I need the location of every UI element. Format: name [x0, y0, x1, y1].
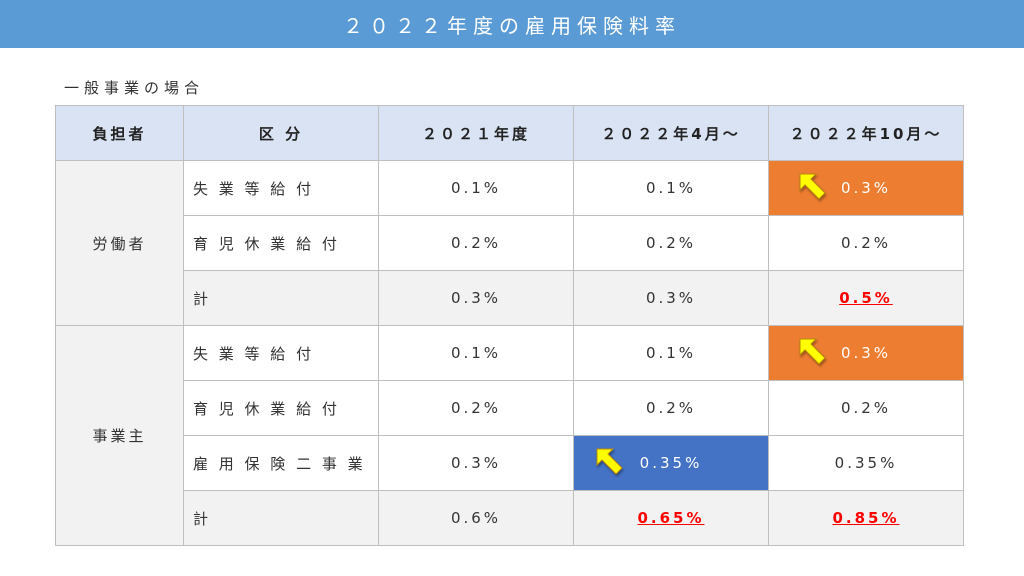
value-2022-apr: 0.2% [573, 380, 769, 436]
table-row: 育 児 休 業 給 付 0.2% 0.2% 0.2% [56, 380, 964, 436]
value-2021: 0.1% [378, 325, 574, 381]
value-2021: 0.2% [378, 215, 574, 271]
value-2022-oct: 0.2% [768, 215, 964, 271]
table-row: 雇 用 保 険 二 事 業 0.3% 0.35% 0.35% [56, 435, 964, 491]
value-2021: 0.3% [378, 435, 574, 491]
header-payer: 負担者 [55, 105, 184, 161]
header-category: 区 分 [183, 105, 379, 161]
header-2022-oct: ２０２２年10月～ [768, 105, 964, 161]
value-2022-apr: 0.1% [573, 160, 769, 216]
payer-worker: 労働者 [55, 160, 184, 326]
category-cell: 失 業 等 給 付 [183, 325, 379, 381]
page-title: ２０２２年度の雇用保険料率 [343, 13, 681, 38]
table-row: 労働者 失 業 等 給 付 0.1% 0.1% 0.3% [55, 160, 964, 326]
payer-employer: 事業主 [55, 325, 184, 546]
category-cell: 育 児 休 業 給 付 [183, 380, 379, 436]
table-row: 育 児 休 業 給 付 0.2% 0.2% 0.2% [56, 215, 964, 271]
value-2021: 0.6% [378, 490, 574, 546]
arrow-up-left-icon [799, 338, 826, 365]
cell-value: 0.3% [840, 179, 892, 197]
title-bar: ２０２２年度の雇用保険料率 [0, 0, 1024, 48]
value-2022-apr: 0.1% [573, 325, 769, 381]
value-2022-oct-highlighted: 0.3% [768, 160, 964, 216]
insurance-rate-table: 負担者 区 分 ２０２１年度 ２０２２年4月～ ２０２２年10月～ 労働者 失 … [55, 105, 964, 546]
subtitle: 一般事業の場合 [64, 79, 205, 97]
value-2022-apr: 0.2% [573, 215, 769, 271]
header-2022-apr: ２０２２年4月～ [573, 105, 769, 161]
category-cell: 育 児 休 業 給 付 [183, 215, 379, 271]
arrow-up-left-icon [799, 173, 826, 200]
cell-value: 0.3% [840, 344, 892, 362]
header-2021: ２０２１年度 [378, 105, 574, 161]
value-2022-oct: 0.2% [768, 380, 964, 436]
category-cell: 雇 用 保 険 二 事 業 [183, 435, 379, 491]
value-2022-apr-total: 0.65% [573, 490, 769, 546]
category-total: 計 [183, 490, 379, 546]
cell-value: 0.35% [639, 454, 703, 472]
value-2022-oct: 0.35% [768, 435, 964, 491]
value-2021: 0.1% [378, 160, 574, 216]
emphasized-value: 0.85% [832, 509, 900, 527]
emphasized-value: 0.5% [839, 289, 893, 307]
value-2022-apr-highlighted: 0.35% [573, 435, 769, 491]
arrow-up-left-icon [596, 448, 623, 475]
category-total: 計 [183, 270, 379, 326]
value-2022-oct-total: 0.85% [768, 490, 964, 546]
emphasized-value: 0.65% [637, 509, 705, 527]
table-row: 事業主 失 業 等 給 付 0.1% 0.1% 0.3% [55, 325, 964, 546]
value-2021: 0.2% [378, 380, 574, 436]
table-header-row: 負担者 区 分 ２０２１年度 ２０２２年4月～ ２０２２年10月～ [55, 105, 964, 161]
value-2022-apr: 0.3% [573, 270, 769, 326]
table-row-total: 計 0.3% 0.3% 0.5% [56, 270, 964, 326]
value-2021: 0.3% [378, 270, 574, 326]
category-cell: 失 業 等 給 付 [183, 160, 379, 216]
value-2022-oct-total: 0.5% [768, 270, 964, 326]
value-2022-oct-highlighted: 0.3% [768, 325, 964, 381]
table-row-total: 計 0.6% 0.65% 0.85% [56, 490, 964, 546]
